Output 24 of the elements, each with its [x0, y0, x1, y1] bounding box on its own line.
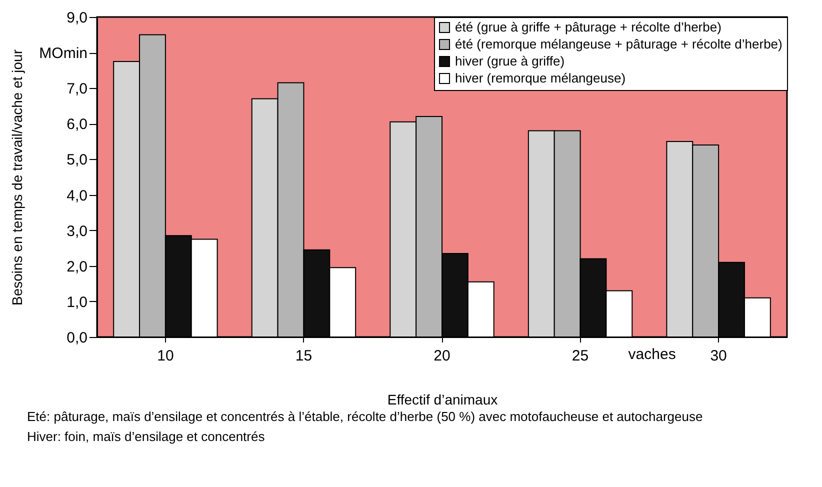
- x-tick-label: 30: [710, 348, 727, 364]
- y-tick-label: 5,0: [66, 152, 88, 169]
- y-tick-label: 1,0: [66, 294, 88, 311]
- legend-label: été (remorque mélangeuse + pâturage + récolte d’herbe): [455, 36, 782, 52]
- y-tick-label: 9,0: [66, 10, 88, 26]
- x-tick-label: 15: [295, 348, 312, 364]
- legend-label: été (grue à griffe + pâturage + récolte d’herbe): [455, 20, 722, 34]
- legend-label: hiver (remorque mélangeuse): [455, 70, 626, 86]
- legend-label: hiver (grue à griffe): [455, 54, 565, 68]
- y-axis-title: Besoins en temps de travail/vache et jour: [9, 49, 26, 306]
- y-tick-label: MOmin: [39, 45, 88, 62]
- text: vaches: [628, 346, 676, 363]
- y-tick-label: 6,0: [66, 116, 88, 134]
- x-tick-label: 20: [434, 348, 450, 364]
- y-tick-label: 7,0: [66, 80, 88, 98]
- text: Hiver: foin, maïs d’ensilage et concentrés: [27, 429, 266, 444]
- x-tick-label: 25: [572, 348, 589, 364]
- text: Eté: pâturage, maïs d’ensilage et concentrés à l’étable, récolte d’herbe (50 %) avec motofaucheuse et autochargeuse: [27, 409, 703, 424]
- x-axis-title: Effectif d’animaux: [387, 392, 498, 408]
- y-tick-label: 3,0: [66, 222, 88, 240]
- y-tick-label: 2,0: [66, 258, 88, 276]
- y-tick-label: 4,0: [66, 187, 88, 204]
- y-tick-label: 0,0: [66, 330, 88, 346]
- x-tick-label: 10: [157, 348, 174, 364]
